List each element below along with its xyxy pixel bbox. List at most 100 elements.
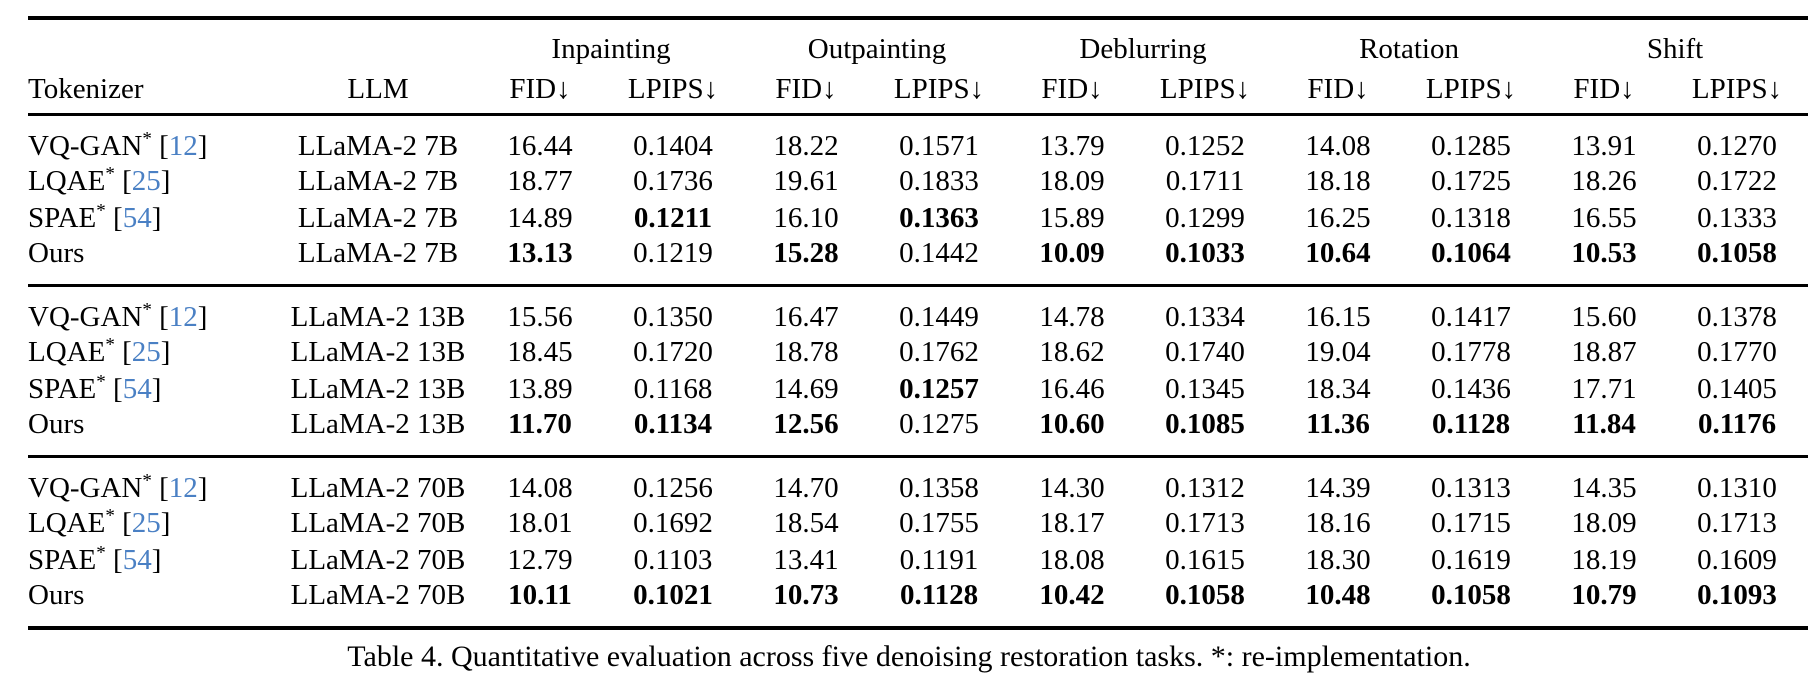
metric-value: 18.77 <box>507 165 573 197</box>
reimpl-asterisk: * <box>142 128 152 150</box>
column-header-fid: FID↓ <box>775 73 837 105</box>
metric-value: 0.1436 <box>1431 373 1511 405</box>
metric-value: 0.1093 <box>1697 579 1777 611</box>
metric-value: 0.1312 <box>1165 472 1245 504</box>
table-block-3: VQ-GAN* [12] LLaMA-2 70B 14.08 0.1256 14.70 0… <box>28 456 1809 629</box>
tokenizer-cell: LQAE* [25] <box>28 163 171 197</box>
column-header-fid: FID↓ <box>509 73 571 105</box>
metric-value: 0.1318 <box>1431 202 1511 234</box>
metric-value: 0.1085 <box>1165 408 1245 440</box>
metric-value: 0.1778 <box>1431 336 1511 368</box>
citation-link[interactable]: 25 <box>131 165 161 197</box>
metric-value: 0.1350 <box>633 301 713 333</box>
metric-value: 14.35 <box>1571 472 1637 504</box>
reimpl-asterisk: * <box>142 470 152 492</box>
metric-value: 0.1058 <box>1165 579 1245 611</box>
reimpl-asterisk: * <box>105 163 115 185</box>
metric-value: 0.1417 <box>1431 301 1511 333</box>
metric-value: 0.1692 <box>633 507 713 539</box>
metric-value: 0.1713 <box>1697 507 1777 539</box>
metric-value: 0.1725 <box>1431 165 1511 197</box>
column-header-lpips: LPIPS↓ <box>1159 73 1251 105</box>
tokenizer-name: VQ-GAN <box>28 301 143 333</box>
metric-value: 0.1833 <box>899 165 979 197</box>
metric-value: 0.1256 <box>633 472 713 504</box>
metric-value: 14.78 <box>1039 301 1105 333</box>
llm-cell: LLaMA-2 70B <box>290 507 466 539</box>
table-row: LQAE* [25] LLaMA-2 70B 18.01 0.1692 18.54 0.1… <box>28 505 1808 542</box>
column-header-fid: FID↓ <box>1573 73 1635 105</box>
tokenizer-name: Ours <box>28 408 85 440</box>
table-row: VQ-GAN* [12] LLaMA-2 13B 15.56 0.1350 16.47 0… <box>28 286 1808 335</box>
metric-value: 10.73 <box>773 579 839 611</box>
metric-value: 16.15 <box>1305 301 1371 333</box>
citation-link[interactable]: 54 <box>122 373 152 405</box>
column-header-fid: FID↓ <box>1041 73 1103 105</box>
metric-value: 15.56 <box>507 301 573 333</box>
metric-value: 0.1378 <box>1697 301 1777 333</box>
tokenizer-cell: Ours <box>28 579 278 628</box>
citation-link[interactable]: 25 <box>131 336 161 368</box>
metric-value: 18.09 <box>1039 165 1105 197</box>
metric-value: 18.17 <box>1039 507 1105 539</box>
metric-value: 14.08 <box>1305 130 1371 162</box>
column-header-lpips: LPIPS↓ <box>893 73 985 105</box>
metric-value: 0.1762 <box>899 336 979 368</box>
metric-value: 0.1740 <box>1165 336 1245 368</box>
tokenizer-name: SPAE <box>28 544 97 576</box>
metric-value: 14.08 <box>507 472 573 504</box>
llm-cell: LLaMA-2 70B <box>290 472 466 504</box>
table-row: Ours LLaMA-2 70B 10.11 0.1021 10.73 0.1128 10.… <box>28 579 1808 628</box>
tokenizer-name: LQAE <box>28 336 106 368</box>
metric-value: 18.78 <box>773 336 839 368</box>
metric-value: 0.1715 <box>1431 507 1511 539</box>
metric-value: 0.1058 <box>1697 237 1777 269</box>
metric-value: 15.28 <box>773 237 839 269</box>
metric-value: 0.1058 <box>1431 579 1511 611</box>
metric-value: 10.60 <box>1039 408 1105 440</box>
table-row: Ours LLaMA-2 7B 13.13 0.1219 15.28 0.1442 10.0… <box>28 237 1808 286</box>
table-block-2: VQ-GAN* [12] LLaMA-2 13B 15.56 0.1350 16.47 0… <box>28 285 1809 457</box>
metric-value: 13.91 <box>1571 130 1637 162</box>
citation-link[interactable]: 54 <box>122 544 152 576</box>
metric-value: 16.44 <box>507 130 573 162</box>
citation-link[interactable]: 12 <box>168 301 198 333</box>
metric-value: 14.69 <box>773 373 839 405</box>
task-group-header-deblurring: Deblurring <box>1079 33 1207 65</box>
citation-link[interactable]: 12 <box>168 130 198 162</box>
metric-value: 0.1333 <box>1697 202 1777 234</box>
metric-value: 0.1128 <box>1431 408 1511 440</box>
metric-value: 0.1345 <box>1165 373 1245 405</box>
metric-value: 0.1358 <box>899 472 979 504</box>
metric-value: 10.79 <box>1571 579 1637 611</box>
metric-value: 18.87 <box>1571 336 1637 368</box>
column-header-llm: LLM <box>347 73 409 105</box>
metric-value: 14.30 <box>1039 472 1105 504</box>
citation-link[interactable]: 25 <box>131 507 161 539</box>
reimpl-asterisk: * <box>142 299 152 321</box>
metric-value: 0.1363 <box>899 202 979 234</box>
column-header-row: Tokenizer LLM FID↓ LPIPS↓ FID↓ LPIPS↓ FID↓ LP… <box>28 68 1808 115</box>
metric-value: 0.1713 <box>1165 507 1245 539</box>
tokenizer-cell: LQAE* [25] <box>28 334 171 368</box>
tokenizer-cell: VQ-GAN* [12] <box>28 128 208 162</box>
tokenizer-cell: Ours <box>28 408 278 457</box>
llm-cell: LLaMA-2 7B <box>297 165 459 197</box>
metric-value: 0.1252 <box>1165 130 1245 162</box>
tokenizer-cell: LQAE* [25] <box>28 505 171 539</box>
metric-value: 18.01 <box>507 507 573 539</box>
column-header-lpips: LPIPS↓ <box>1425 73 1517 105</box>
task-group-row: Inpainting Outpainting Deblurring Rotation S… <box>28 18 1808 68</box>
metric-value: 0.1285 <box>1431 130 1511 162</box>
metric-value: 0.1270 <box>1697 130 1777 162</box>
llm-cell: LLaMA-2 7B <box>297 202 459 234</box>
metric-value: 15.60 <box>1571 301 1637 333</box>
llm-cell: LLaMA-2 13B <box>290 336 466 368</box>
tokenizer-name: VQ-GAN <box>28 130 143 162</box>
metric-value: 19.04 <box>1305 336 1371 368</box>
citation-link[interactable]: 12 <box>168 472 198 504</box>
metric-value: 18.54 <box>773 507 839 539</box>
citation-link[interactable]: 54 <box>122 202 152 234</box>
metric-value: 18.30 <box>1305 544 1371 576</box>
